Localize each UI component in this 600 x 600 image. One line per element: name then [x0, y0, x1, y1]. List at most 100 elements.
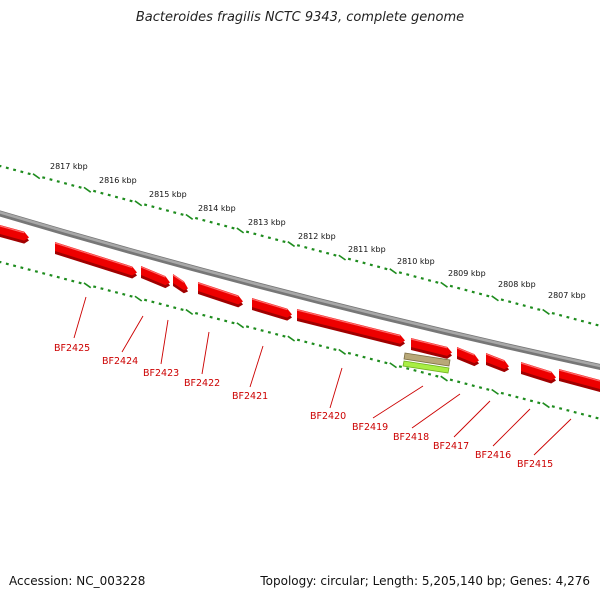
- outer-scale-tick: [420, 277, 424, 280]
- inner-scale-tick: [180, 308, 184, 311]
- accession-label: Accession: NC_003228: [9, 574, 146, 588]
- outer-scale-tick: [12, 168, 17, 172]
- inner-scale-tick: [93, 285, 97, 289]
- inner-scale-tick: [282, 334, 286, 338]
- inner-scale-tick: [384, 361, 388, 365]
- outer-scale-tick: [63, 182, 68, 185]
- gene-body: [252, 298, 292, 318]
- inner-scale-tick: [49, 273, 53, 277]
- inner-scale-tick: [522, 397, 526, 401]
- outer-scale-tick: [42, 176, 46, 180]
- outer-scale-tick: [216, 222, 221, 226]
- outer-scale-tick: [406, 273, 410, 277]
- inner-scale-tick: [537, 401, 541, 405]
- outer-scale-tick: [471, 290, 475, 294]
- outer-scale-tick: [245, 230, 250, 234]
- outer-scale-tick: [389, 268, 397, 275]
- gene-leader-line: [453, 400, 491, 438]
- outer-scale-tick: [398, 271, 403, 275]
- inner-scale-tick: [362, 355, 366, 359]
- inner-scale-tick: [287, 335, 296, 342]
- inner-scale-tick: [42, 271, 46, 275]
- gene-highlight: [0, 225, 25, 234]
- outer-scale-tick: [355, 259, 359, 263]
- gene-label: BF2415: [517, 459, 553, 470]
- inner-scale-tick: [427, 372, 432, 376]
- gene-track: [0, 225, 600, 392]
- inner-scale-tick: [100, 287, 104, 291]
- gene-highlight: [296, 309, 401, 337]
- outer-scale-tick: [275, 238, 279, 242]
- feature-track: [402, 352, 451, 374]
- outer-scale-tick: [384, 267, 388, 271]
- inner-scale-tick: [389, 362, 397, 369]
- outer-scale-tick: [194, 216, 199, 220]
- inner-scale-tick: [20, 266, 24, 270]
- outer-scale-tick: [56, 180, 60, 183]
- gene-highlight: [140, 266, 166, 278]
- inner-scale-tick: [529, 399, 534, 403]
- gene-label: BF2420: [310, 411, 346, 422]
- inner-scale-tick: [491, 388, 499, 395]
- gene-label: BF2417: [433, 441, 469, 452]
- gene-body: [521, 362, 556, 381]
- inner-scale-tick: [56, 275, 60, 279]
- inner-scale-tick: [464, 382, 468, 386]
- outer-scale-tick: [71, 183, 75, 187]
- inner-scale-tick: [134, 295, 143, 302]
- outer-scale-tick: [231, 226, 235, 230]
- inner-scale-tick: [236, 322, 245, 329]
- outer-scale-tick: [100, 191, 104, 195]
- outer-scale-tick: [287, 241, 296, 248]
- inner-scale-tick: [0, 260, 2, 264]
- map-title: Bacteroides fragilis NCTC 9343, complete…: [135, 10, 465, 25]
- outer-scale-tick: [440, 281, 448, 288]
- gene-label: BF2418: [393, 432, 429, 443]
- inner-scale-tick: [83, 282, 92, 289]
- outer-scale-tick: [318, 249, 322, 253]
- outer-scale-tick: [529, 306, 534, 309]
- inner-scale-track: [0, 260, 599, 420]
- inner-scale-tick: [398, 365, 403, 369]
- gene-label: BF2425: [54, 343, 90, 354]
- genome-backbone: [0, 210, 600, 370]
- gene-highlight: [410, 338, 448, 349]
- outer-scale-tick: [129, 199, 133, 203]
- gene-leader-line: [492, 408, 531, 447]
- inner-scale-tick: [129, 294, 133, 298]
- inner-scale-tick: [224, 319, 228, 323]
- outer-scale-tick: [449, 284, 454, 288]
- outer-scale-tick: [260, 234, 264, 238]
- outer-scale-tick: [537, 308, 541, 311]
- inner-scale-tick: [413, 369, 417, 372]
- gene-label: BF2421: [232, 391, 268, 402]
- outer-scale-tick: [27, 172, 31, 176]
- outer-scale-tick: [515, 302, 519, 306]
- inner-scale-tick: [5, 262, 9, 266]
- outer-scale-tick: [5, 166, 9, 170]
- gene-highlight: [54, 242, 133, 269]
- inner-scale-tick: [151, 300, 155, 304]
- inner-scale-tick: [267, 330, 272, 334]
- gene-leader-line: [249, 345, 264, 388]
- inner-scale-tick: [457, 380, 461, 384]
- gene-highlight: [558, 369, 600, 382]
- outer-scale-tick: [457, 286, 461, 290]
- gene-body: [0, 225, 29, 241]
- inner-scale-tick: [369, 357, 373, 361]
- outer-scale-tick: [573, 317, 577, 321]
- inner-scale-tick: [478, 386, 483, 389]
- inner-scale-tick: [245, 325, 250, 329]
- outer-scale-tick: [304, 246, 308, 249]
- feature-tan: [403, 352, 451, 367]
- outer-scale-tick: [325, 251, 330, 255]
- inner-scale-tick: [595, 416, 599, 420]
- outer-scale-tick: [173, 211, 177, 214]
- scale-label: 2811 kbp: [348, 245, 386, 254]
- inner-scale-tick: [27, 268, 31, 272]
- outer-scale-tick: [32, 173, 41, 180]
- gene-body: [486, 353, 509, 370]
- scale-label: 2809 kbp: [448, 269, 486, 278]
- scale-label: 2813 kbp: [248, 218, 286, 227]
